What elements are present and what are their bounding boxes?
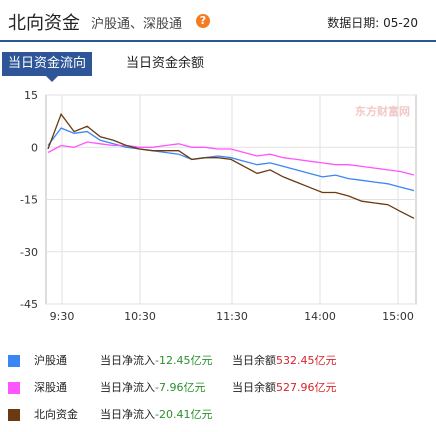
page-subtitle: 沪股通、深股通 (91, 17, 183, 32)
balance-value: 532.45亿元 (276, 354, 337, 367)
y-tick-label: 15 (24, 89, 38, 102)
active-tab-caret-icon (46, 76, 58, 82)
legend-row-sgt: 深股通 当日净流入-7.96亿元 当日余额527.96亿元 (0, 377, 436, 399)
tab-bar: 当日资金流向 当日资金余额 (0, 48, 436, 82)
flow-label: 当日净流入 (100, 354, 155, 367)
y-tick-label: -45 (20, 298, 38, 311)
legend-row-north: 北向资金 当日净流入-20.41亿元 (0, 404, 436, 426)
flow-value: -12.45亿元 (155, 354, 213, 367)
series-line-2 (47, 112, 415, 219)
balance-label: 当日余额 (232, 381, 276, 394)
legend-balance: 当日余额532.45亿元 (232, 350, 337, 372)
x-tick-label: 9:30 (50, 310, 75, 323)
legend-row-hgt: 沪股通 当日净流入-12.45亿元 当日余额532.45亿元 (0, 350, 436, 372)
watermark-logo: 东方财富网 (355, 104, 410, 118)
y-tick-label: 0 (31, 141, 38, 154)
tab-daily-flow[interactable]: 当日资金流向 (2, 52, 93, 76)
legend-balance: 当日余额527.96亿元 (232, 377, 337, 399)
legend-name: 沪股通 (34, 354, 67, 367)
series-line-0 (47, 127, 415, 192)
balance-value: 527.96亿元 (276, 381, 337, 394)
flow-label: 当日净流入 (100, 408, 155, 421)
data-date: 数据日期: 05-20 (327, 14, 418, 31)
legend-swatch-north (8, 409, 20, 421)
date-value: 05-20 (383, 16, 418, 30)
y-tick-label: -30 (20, 246, 38, 259)
header: 北向资金 沪股通、深股通 ? 数据日期: 05-20 (0, 0, 436, 42)
legend-name: 深股通 (34, 381, 67, 394)
legend-flow: 当日净流入-12.45亿元 (100, 350, 212, 372)
x-tick-label: 11:30 (216, 310, 248, 323)
flow-value: -20.41亿元 (155, 408, 213, 421)
x-tick-label: 14:00 (304, 310, 336, 323)
legend-swatch-sgt (8, 382, 20, 394)
flow-label: 当日净流入 (100, 381, 155, 394)
page-title: 北向资金 (8, 13, 80, 34)
flow-chart: 15 0 -15 -30 -45 9:30 10:30 11:30 14:00 15:00 东方财富… (20, 89, 417, 323)
flow-value: -7.96亿元 (155, 381, 206, 394)
balance-label: 当日余额 (232, 354, 276, 367)
legend-swatch-hgt (8, 355, 20, 367)
legend-name: 北向资金 (34, 408, 78, 421)
date-label: 数据日期: (327, 16, 380, 30)
tab-daily-balance[interactable]: 当日资金余额 (126, 56, 205, 71)
help-icon[interactable]: ? (196, 14, 210, 28)
x-tick-label: 10:30 (124, 310, 156, 323)
legend-flow: 当日净流入-20.41亿元 (100, 404, 212, 426)
legend-flow: 当日净流入-7.96亿元 (100, 377, 205, 399)
y-tick-label: -15 (20, 194, 38, 207)
x-tick-label: 15:00 (382, 310, 414, 323)
series-line-1 (47, 141, 415, 176)
